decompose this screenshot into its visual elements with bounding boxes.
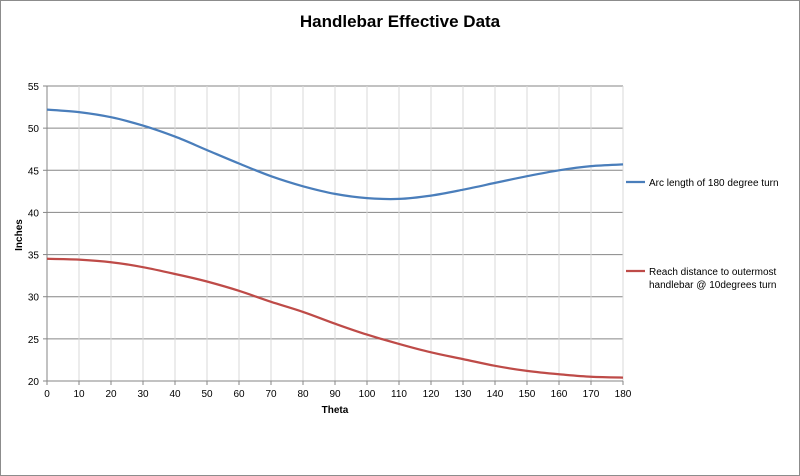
chart-title: Handlebar Effective Data [300, 12, 501, 31]
y-axis-label: Inches [14, 219, 25, 251]
y-tick-labels: 20 25 30 35 40 45 50 55 [28, 82, 40, 388]
x-tick-label: 120 [423, 389, 440, 400]
series-line-1 [46, 108, 624, 201]
series-lines [46, 108, 624, 379]
x-tick-label: 20 [105, 389, 117, 400]
x-tick-label: 170 [583, 389, 600, 400]
x-tick-label: 0 [44, 389, 50, 400]
x-tick-label: 30 [137, 389, 149, 400]
legend: Arc length of 180 degree turn Reach dista… [626, 178, 779, 291]
gridlines [47, 85, 624, 381]
x-tick-label: 50 [201, 389, 213, 400]
x-tick-label: 140 [487, 389, 504, 400]
x-tick-label: 70 [265, 389, 277, 400]
series-line-2 [46, 257, 624, 379]
x-tick-label: 90 [329, 389, 341, 400]
y-tick-label: 50 [28, 124, 40, 135]
y-tick-label: 45 [28, 166, 40, 177]
x-tick-label: 160 [551, 389, 568, 400]
y-tick-label: 55 [28, 82, 40, 93]
x-tick-label: 10 [73, 389, 85, 400]
y-tick-label: 20 [28, 377, 40, 388]
x-tick-label: 40 [169, 389, 181, 400]
y-tick-label: 30 [28, 293, 40, 304]
legend-label-2: Reach distance to outermost handlebar @ 1… [649, 267, 777, 291]
y-tick-label: 35 [28, 251, 40, 262]
y-tick-label: 25 [28, 335, 40, 346]
x-tick-label: 150 [519, 389, 536, 400]
x-tick-label: 80 [297, 389, 309, 400]
x-tick-label: 100 [359, 389, 376, 400]
x-axis-label: Theta [322, 405, 349, 416]
x-tick-label: 130 [455, 389, 472, 400]
x-tick-label: 60 [233, 389, 245, 400]
legend-label-1: Arc length of 180 degree turn [649, 178, 779, 189]
x-tick-label: 110 [391, 389, 407, 400]
y-tick-label: 40 [28, 208, 40, 219]
x-tick-labels: 0 10 20 30 40 50 60 70 80 90 100 110 120 130 140 150 160… [44, 389, 632, 400]
axes [43, 85, 624, 385]
x-tick-label: 180 [615, 389, 632, 400]
